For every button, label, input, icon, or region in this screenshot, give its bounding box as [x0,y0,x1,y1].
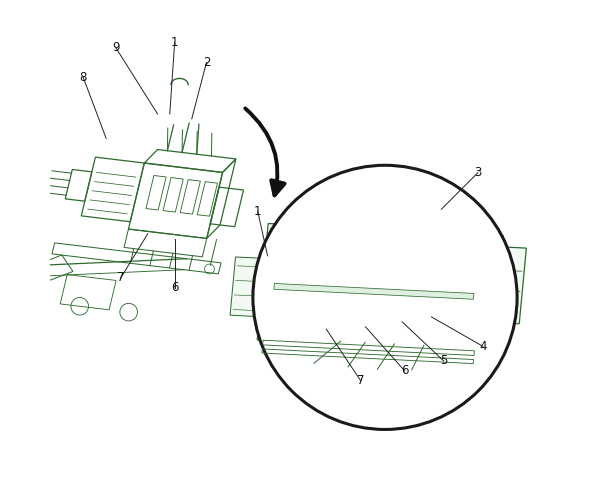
Text: 3: 3 [474,166,482,179]
Text: 30A: 30A [323,313,333,318]
Polygon shape [230,257,265,317]
Text: 6: 6 [171,281,178,294]
Polygon shape [418,299,444,343]
Text: 30A: 30A [358,314,368,320]
Text: 2: 2 [203,56,210,69]
Text: 1: 1 [254,205,262,218]
Polygon shape [257,223,503,352]
Polygon shape [325,235,355,280]
Text: 1: 1 [171,36,178,50]
Circle shape [253,165,517,430]
Polygon shape [316,293,341,338]
Text: 30A: 30A [392,316,402,321]
Text: 7: 7 [357,374,364,387]
Polygon shape [286,292,312,337]
Polygon shape [295,234,326,278]
Text: 30A: 30A [426,318,436,323]
Polygon shape [495,247,527,324]
Text: 5: 5 [440,354,448,368]
Polygon shape [384,297,409,341]
Polygon shape [359,237,390,282]
Polygon shape [274,283,474,299]
Text: 30A: 30A [294,311,304,316]
Text: 9: 9 [112,41,120,54]
Polygon shape [398,239,429,284]
Polygon shape [350,295,375,340]
Polygon shape [432,241,463,285]
Text: 8: 8 [80,71,87,84]
Text: 6: 6 [401,364,408,377]
Text: 4: 4 [479,340,487,353]
Text: 7: 7 [117,271,125,284]
